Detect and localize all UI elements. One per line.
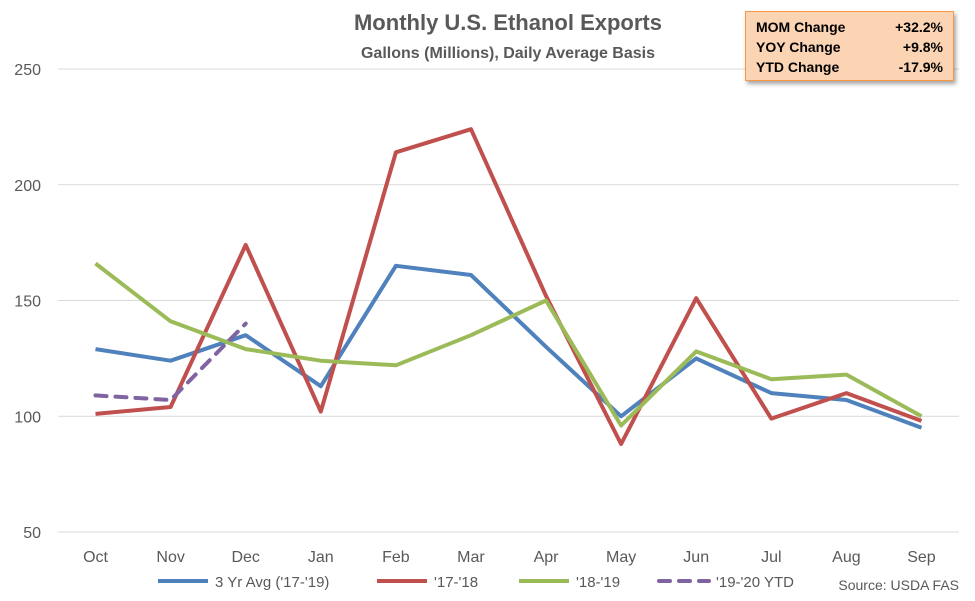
y-tick-label: 250 [14,62,41,79]
x-tick-label: Mar [457,549,485,566]
x-tick-label: Feb [382,549,410,566]
x-tick-label: Sep [907,549,936,566]
stat-label: YTD Change [756,59,840,75]
series-line-2 [94,261,923,428]
y-tick-label: 100 [14,409,41,426]
legend-label: '17-'18 [434,574,478,591]
change-summary-box: MOM Change +32.2% YOY Change +9.8% YTD C… [745,11,954,81]
y-tick-label: 200 [14,178,41,195]
legend-label: '19-'20 YTD [716,574,794,591]
stat-value: +9.8% [902,39,943,55]
stat-value: +32.2% [895,19,943,35]
chart-title: Monthly U.S. Ethanol Exports [354,10,662,35]
legend-label: 3 Yr Avg ('17-'19) [215,574,329,591]
x-tick-label: Jan [308,549,334,566]
series-line-0 [95,263,923,430]
series-line-3 [93,321,248,402]
series-lines [93,127,923,446]
chart-subtitle: Gallons (Millions), Daily Average Basis [361,45,655,62]
stat-label: MOM Change [756,19,846,35]
x-tick-label: Oct [83,549,108,566]
y-tick-label: 150 [14,294,41,311]
x-tick-label: Aug [832,549,860,566]
stat-row-ytd: YTD Change -17.9% [756,57,943,77]
stat-row-yoy: YOY Change +9.8% [756,37,943,57]
x-tick-label: Apr [534,549,560,566]
y-tick-label: 50 [23,525,41,542]
legend-label: '18-'19 [576,574,620,591]
x-tick-label: Dec [231,549,259,566]
stat-label: YOY Change [756,39,841,55]
stat-value: -17.9% [898,59,943,75]
x-tick-label: Jul [761,549,781,566]
legend: 3 Yr Avg ('17-'19) '17-'18 '18-'19 '19-'20 … [158,574,794,591]
source-note: Source: USDA FAS [838,577,959,593]
x-tick-label: Nov [156,549,184,566]
stat-row-mom: MOM Change +32.2% [756,17,943,37]
x-tick-label: Jun [683,549,709,566]
x-axis: Oct Nov Dec Jan Feb Mar Apr May Jun Jul Aug Sep [83,549,936,566]
gridlines [58,68,959,533]
y-axis: 50 100 150 200 250 [14,62,41,542]
series-line-1 [95,127,923,446]
x-tick-label: May [606,549,636,566]
